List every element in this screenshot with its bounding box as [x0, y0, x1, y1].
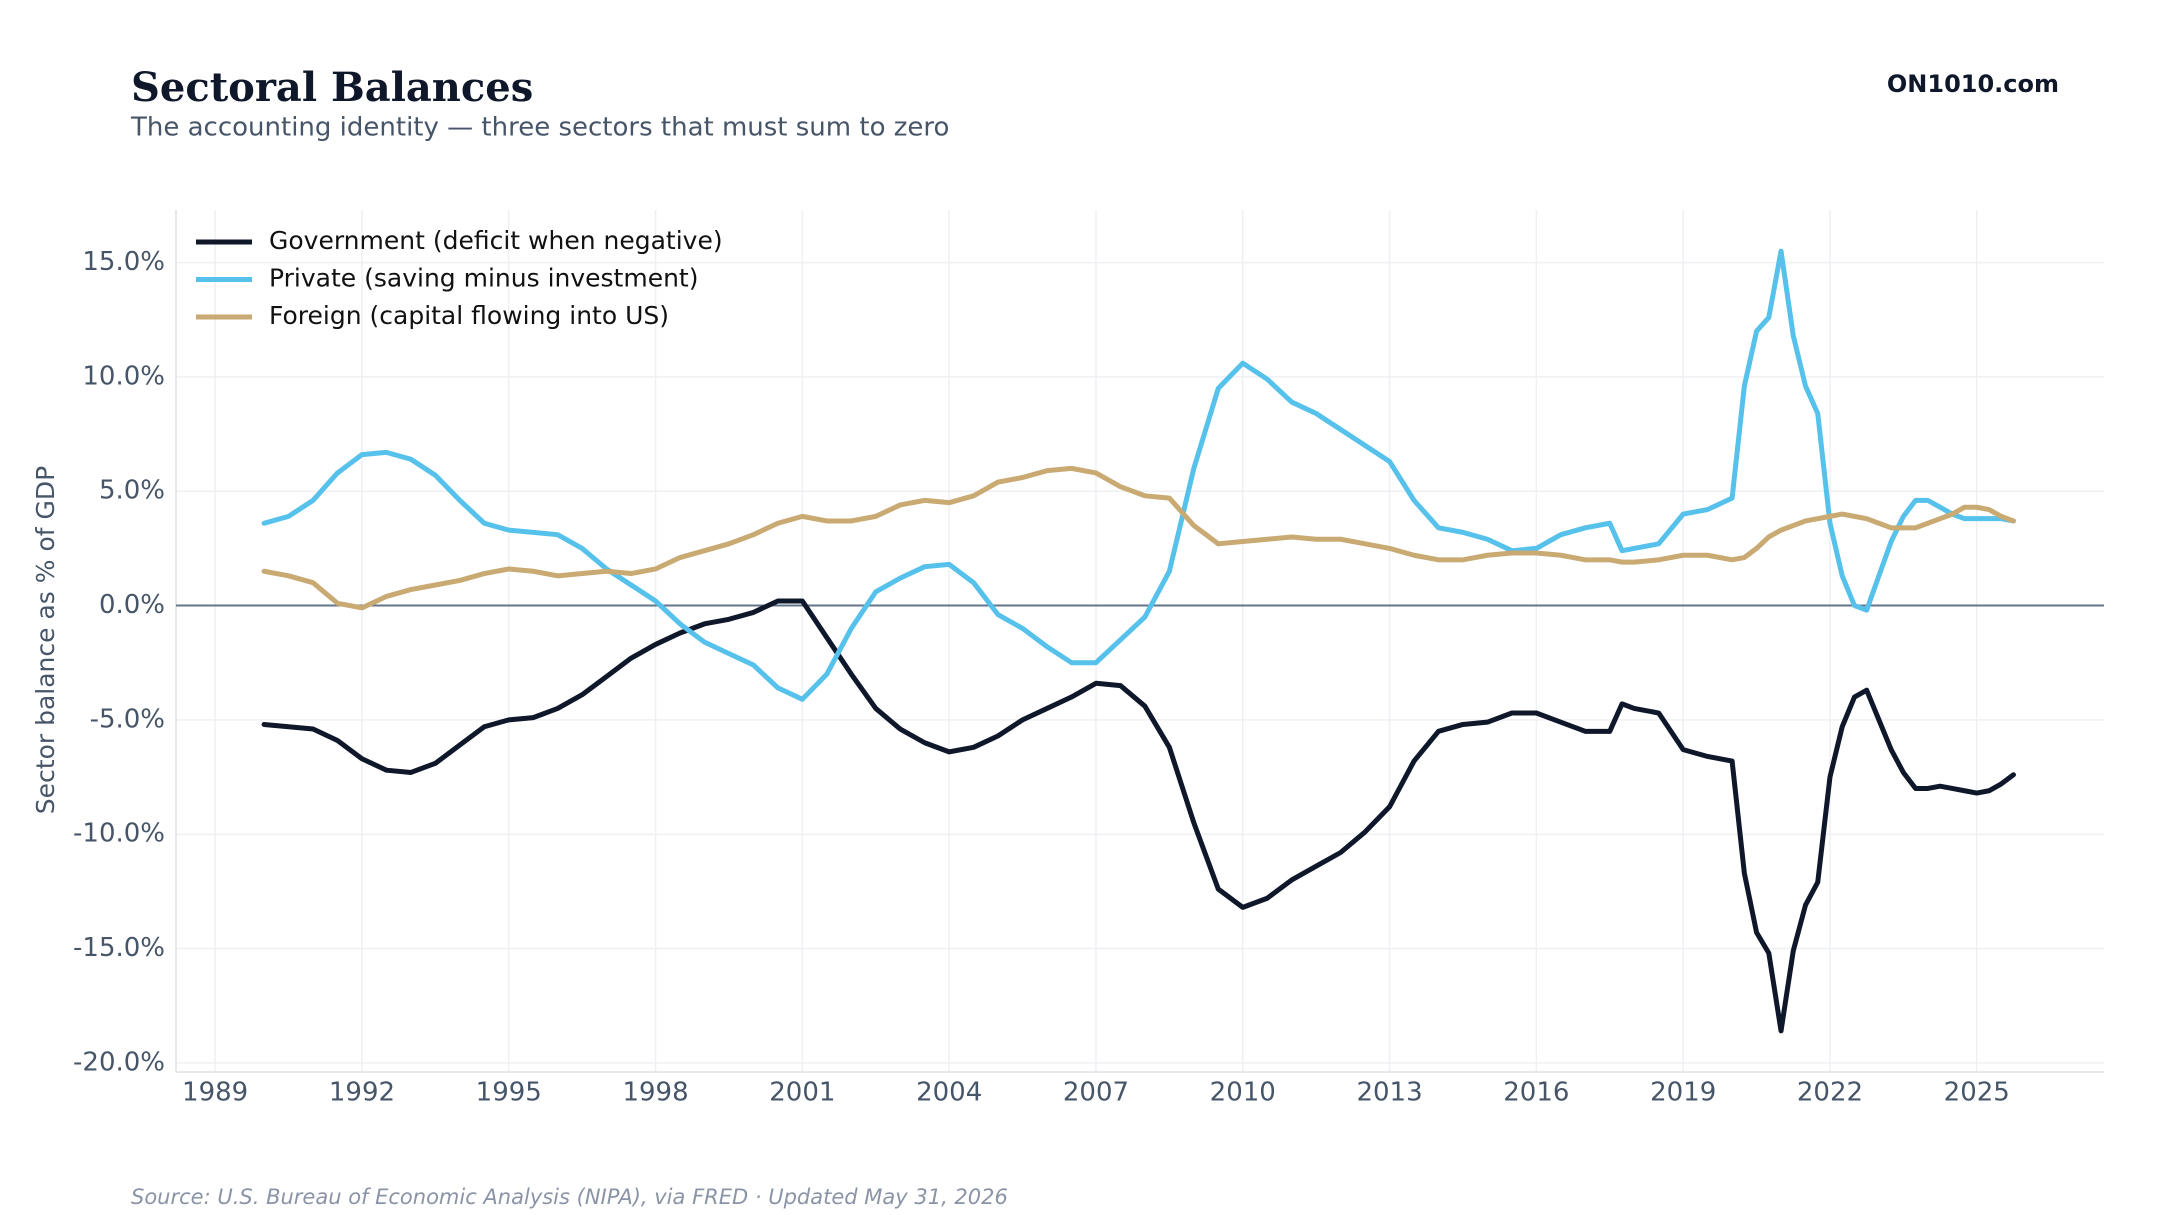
- legend-label: Foreign (capital flowing into US): [269, 301, 669, 330]
- brand: ON1010.com: [1887, 70, 2059, 98]
- x-tick-label: 1995: [476, 1078, 542, 1108]
- x-tick-label: 1992: [329, 1078, 395, 1108]
- legend-label: Government (deficit when negative): [269, 226, 723, 255]
- x-tick-label: 1998: [622, 1078, 688, 1108]
- y-tick-label: -15.0%: [73, 933, 165, 963]
- x-tick-label: 2019: [1650, 1078, 1716, 1108]
- x-tick-label: 2010: [1210, 1078, 1276, 1108]
- x-tick-label: 2004: [916, 1078, 982, 1108]
- x-tick-label: 2025: [1944, 1078, 2010, 1108]
- series-line: [261, 598, 2016, 1034]
- x-tick-label: 2016: [1503, 1078, 1569, 1108]
- y-tick-label: 15.0%: [82, 247, 165, 277]
- x-tick-label: 1989: [182, 1078, 248, 1108]
- x-tick-label: 2013: [1356, 1078, 1422, 1108]
- chart-title: Sectoral Balances: [131, 64, 533, 111]
- source-note: Source: U.S. Bureau of Economic Analysis…: [131, 1185, 1008, 1209]
- y-tick-label: -10.0%: [73, 819, 165, 849]
- y-tick-label: 10.0%: [82, 361, 165, 391]
- y-tick-label: 5.0%: [99, 476, 165, 506]
- series-line: [261, 465, 2016, 611]
- y-tick-label: -5.0%: [90, 704, 165, 734]
- legend-label: Private (saving minus investment): [269, 264, 699, 293]
- x-tick-label: 2007: [1063, 1078, 1129, 1108]
- x-tick-label: 2001: [769, 1078, 835, 1108]
- x-tick-label: 2022: [1797, 1078, 1863, 1108]
- y-axis-label: Sector balance as % of GDP: [31, 466, 60, 814]
- chart-subtitle: The accounting identity — three sectors …: [130, 113, 949, 143]
- y-tick-label: 0.0%: [99, 590, 165, 620]
- y-tick-label: -20.0%: [73, 1047, 165, 1077]
